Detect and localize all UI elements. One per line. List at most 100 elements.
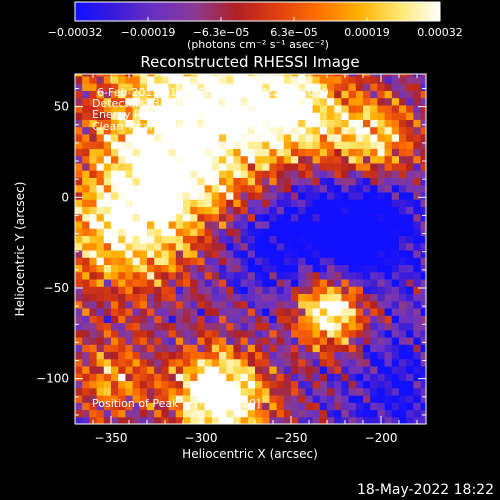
heatmap-cell <box>391 300 400 309</box>
heatmap-cell <box>276 351 285 360</box>
heatmap-cell <box>262 293 270 302</box>
heatmap-cell <box>139 170 148 178</box>
heatmap-cell <box>384 104 393 113</box>
heatmap-cell <box>190 387 198 396</box>
heatmap-cell <box>283 199 292 207</box>
heatmap-cell <box>283 90 292 99</box>
heatmap-cell <box>420 148 426 157</box>
heatmap-cell <box>406 199 414 207</box>
heatmap-cell <box>154 119 162 128</box>
heatmap-cell <box>420 300 426 309</box>
heatmap-cell <box>413 191 422 200</box>
heatmap-cell <box>269 184 278 193</box>
heatmap-cell <box>377 155 386 164</box>
heatmap-cell <box>334 112 342 120</box>
heatmap-cell <box>139 365 148 374</box>
heatmap-cell <box>363 278 371 287</box>
heatmap-cell <box>111 228 119 236</box>
heatmap-cell <box>154 344 162 353</box>
heatmap-cell <box>334 213 342 222</box>
heatmap-cell <box>363 199 371 207</box>
heatmap-cell <box>312 155 321 164</box>
heatmap-cell <box>168 126 177 135</box>
heatmap-cell <box>355 373 364 382</box>
heatmap-cell <box>391 242 400 251</box>
heatmap-cell <box>247 162 256 171</box>
heatmap-cell <box>283 257 292 266</box>
heatmap-cell <box>111 344 119 353</box>
heatmap-cell <box>413 206 422 215</box>
heatmap-cell <box>399 329 407 338</box>
heatmap-cell <box>103 394 112 403</box>
heatmap-cell <box>384 141 393 149</box>
heatmap-cell <box>269 315 278 324</box>
heatmap-cell <box>341 394 350 403</box>
heatmap-cell <box>226 278 234 287</box>
heatmap-cell <box>168 97 177 106</box>
heatmap-cell <box>406 264 414 273</box>
heatmap-cell <box>183 380 191 389</box>
heatmap-cell <box>168 300 177 309</box>
heatmap-cell <box>154 322 162 331</box>
heatmap-cell <box>139 394 148 403</box>
heatmap-cell <box>269 365 278 374</box>
heatmap-cell <box>341 249 350 258</box>
heatmap-cell <box>75 141 83 149</box>
heatmap-cell <box>327 249 335 258</box>
heatmap-cell <box>96 191 105 200</box>
heatmap-cell <box>103 365 112 374</box>
heatmap-cell <box>161 293 170 302</box>
heatmap-cell <box>363 409 371 418</box>
heatmap-cell <box>406 351 414 360</box>
heatmap-cell <box>341 402 350 411</box>
heatmap-cell <box>103 104 112 113</box>
heatmap-cell <box>312 402 321 411</box>
heatmap-cell <box>399 119 407 128</box>
heatmap-cell <box>132 126 141 135</box>
heatmap-cell <box>341 351 350 360</box>
heatmap-cell <box>125 249 134 258</box>
heatmap-cell <box>312 90 321 99</box>
heatmap-cell <box>399 387 407 396</box>
heatmap-cell <box>363 235 371 244</box>
heatmap-cell <box>183 387 191 396</box>
heatmap-cell <box>139 322 148 331</box>
x-axis-ticks: −350 −300 −250 −200 <box>92 74 418 445</box>
heatmap-cell <box>161 336 170 345</box>
heatmap-cell <box>111 235 119 244</box>
heatmap-cell <box>175 220 184 229</box>
heatmap-cell <box>219 206 227 215</box>
heatmap-cell <box>413 249 422 258</box>
heatmap-cell <box>327 235 335 244</box>
heatmap-cell <box>305 249 314 258</box>
heatmap-cell <box>255 394 263 403</box>
heatmap-cell <box>103 220 112 229</box>
heatmap-cell <box>183 90 191 99</box>
heatmap-cell <box>211 329 220 338</box>
heatmap-cell <box>183 184 191 193</box>
heatmap-cell <box>298 264 306 273</box>
heatmap-cell <box>413 75 422 84</box>
heatmap-cell <box>384 228 393 236</box>
heatmap-cell <box>247 119 256 128</box>
heatmap-cell <box>247 126 256 135</box>
heatmap-cell <box>82 402 90 411</box>
heatmap-cell <box>312 351 321 360</box>
heatmap-cell <box>413 351 422 360</box>
heatmap-cell <box>341 112 350 120</box>
heatmap-cell <box>147 387 155 396</box>
heatmap-cell <box>75 112 83 120</box>
heatmap-cell <box>399 83 407 91</box>
heatmap-cell <box>103 358 112 367</box>
heatmap-cell <box>219 75 227 84</box>
heatmap-cell <box>147 358 155 367</box>
heatmap-cell <box>255 213 263 222</box>
heatmap-cell <box>132 206 141 215</box>
heatmap-cell <box>327 387 335 396</box>
heatmap-cell <box>327 206 335 215</box>
heatmap-cell <box>247 336 256 345</box>
heatmap-cell <box>139 409 148 418</box>
heatmap-cell <box>377 387 386 396</box>
heatmap-cell <box>283 394 292 403</box>
heatmap-cell <box>132 278 141 287</box>
